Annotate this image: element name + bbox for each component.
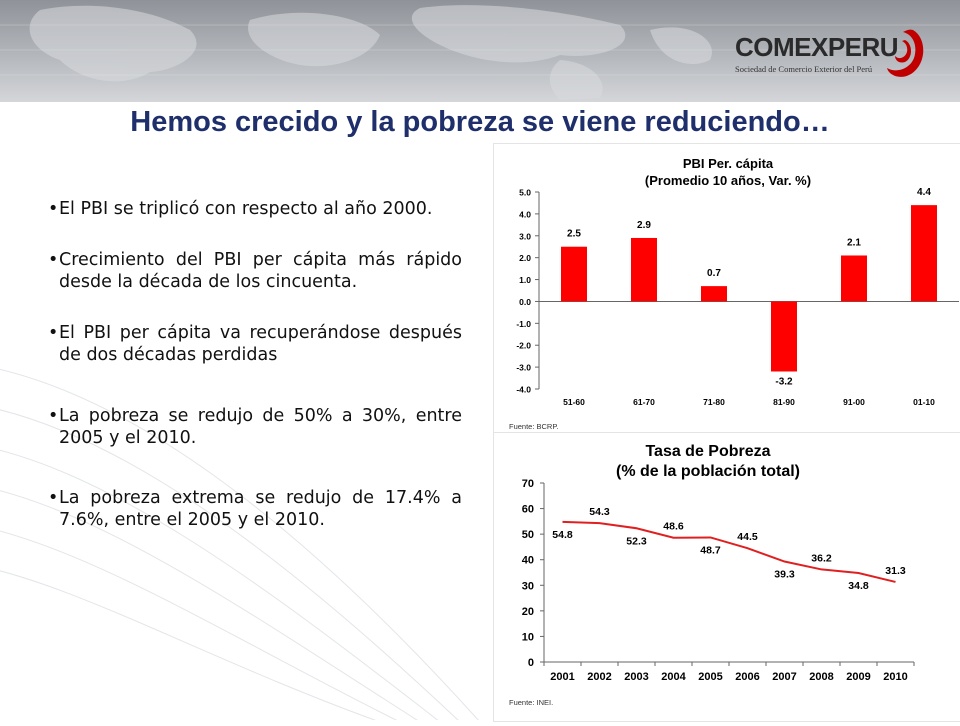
chart2-data-label: 48.6 xyxy=(663,521,684,533)
chart2-subtitle: (% de la población total) xyxy=(616,463,800,480)
chart2-series-line xyxy=(563,522,896,582)
chart2-x-label: 2003 xyxy=(624,671,648,683)
chart2-y-tick-label: 20 xyxy=(522,606,534,618)
chart2-data-label: 39.3 xyxy=(774,569,795,581)
chart2-data-label: 48.7 xyxy=(700,544,721,556)
poverty-rate-chart-panel: Tasa de Pobreza (% de la población total… xyxy=(493,432,960,722)
chart1-y-tick-label: -3.0 xyxy=(516,363,531,373)
chart2-x-label: 2008 xyxy=(809,671,833,683)
bullet-text: La pobreza extrema se redujo de 17.4% a … xyxy=(59,488,462,530)
bullet-text: La pobreza se redujo de 50% a 30%, entre… xyxy=(59,406,462,448)
chart1-title: PBI Per. cápita xyxy=(683,156,774,171)
header-banner: COMEXPERU Sociedad de Comercio Exterior … xyxy=(0,0,960,102)
chart1-x-label: 91-00 xyxy=(843,397,865,407)
chart2-y-tick-label: 50 xyxy=(522,529,534,541)
chart1-bar xyxy=(841,255,867,301)
chart1-x-label: 81-90 xyxy=(773,397,795,407)
chart1-x-label: 61-70 xyxy=(633,397,655,407)
bullet-item: •El PBI per cápita va recuperándose desp… xyxy=(48,322,462,366)
chart1-data-label: 2.5 xyxy=(567,229,581,240)
chart1-bar xyxy=(631,238,657,301)
chart1-bar xyxy=(911,205,937,301)
logo-subtitle: Sociedad de Comercio Exterior del Perú xyxy=(735,64,872,74)
bullet-item: •La pobreza se redujo de 50% a 30%, entr… xyxy=(48,405,462,449)
chart1-x-label: 51-60 xyxy=(563,397,585,407)
chart1-data-label: 0.7 xyxy=(707,268,721,279)
chart1-data-label: 4.4 xyxy=(917,187,931,198)
chart2-x-label: 2002 xyxy=(587,671,611,683)
chart2-data-label: 52.3 xyxy=(626,535,647,547)
chart1-bar xyxy=(771,301,797,371)
chart1-y-tick-label: -2.0 xyxy=(516,341,531,351)
page-title: Hemos crecido y la pobreza se viene redu… xyxy=(0,106,960,139)
bullet-item: •El PBI se triplicó con respecto al año … xyxy=(48,198,462,220)
logo-name: COMEXPERU xyxy=(735,32,898,63)
chart2-x-label: 2007 xyxy=(772,671,796,683)
chart2-y-tick-label: 10 xyxy=(522,631,534,643)
chart2-data-label: 54.8 xyxy=(552,529,573,541)
chart2-data-label: 44.5 xyxy=(737,531,758,543)
chart1-y-tick-label: 1.0 xyxy=(519,275,531,285)
chart2-x-label: 2004 xyxy=(661,671,686,683)
bullet-dot-icon: • xyxy=(48,198,58,220)
chart1-data-label: -3.2 xyxy=(775,376,793,387)
chart1-y-tick-label: 4.0 xyxy=(519,209,531,219)
bullet-text: Crecimiento del PBI per cápita más rápid… xyxy=(59,250,462,292)
chart2-x-label: 2010 xyxy=(883,671,907,683)
chart1-data-label: 2.9 xyxy=(637,220,651,231)
bullet-text: El PBI se triplicó con respecto al año 2… xyxy=(59,199,433,219)
chart2-x-label: 2001 xyxy=(550,671,574,683)
bullet-item: •Crecimiento del PBI per cápita más rápi… xyxy=(48,249,462,293)
chart2-y-tick-label: 70 xyxy=(522,478,534,490)
chart2-y-tick-label: 0 xyxy=(528,657,534,669)
chart2-data-label: 31.3 xyxy=(885,565,906,577)
bullet-text: El PBI per cápita va recuperándose despu… xyxy=(59,323,462,365)
bullet-item: •La pobreza extrema se redujo de 17.4% a… xyxy=(48,487,462,531)
chart2-source: Fuente: INEI. xyxy=(509,698,553,707)
chart2-x-label: 2009 xyxy=(846,671,870,683)
bullet-dot-icon: • xyxy=(48,405,58,427)
gdp-per-capita-chart-panel: PBI Per. cápita (Promedio 10 años, Var. … xyxy=(493,143,960,433)
chart2-y-tick-label: 60 xyxy=(522,504,534,516)
comexperu-logo[interactable]: COMEXPERU Sociedad de Comercio Exterior … xyxy=(725,22,925,84)
chart2-data-label: 54.3 xyxy=(589,506,610,518)
chart2-x-label: 2005 xyxy=(698,671,722,683)
chart2-data-label: 34.8 xyxy=(848,580,869,592)
chart1-bar xyxy=(701,286,727,301)
chart1-x-label: 71-80 xyxy=(703,397,725,407)
bullet-dot-icon: • xyxy=(48,249,58,271)
chart2-y-tick-label: 40 xyxy=(522,555,534,567)
poverty-rate-line-chart: Tasa de Pobreza (% de la población total… xyxy=(494,433,960,721)
chart1-x-label: 01-10 xyxy=(913,397,935,407)
gdp-per-capita-bar-chart: PBI Per. cápita (Promedio 10 años, Var. … xyxy=(494,144,960,432)
chart2-x-label: 2006 xyxy=(735,671,759,683)
chart1-y-tick-label: -1.0 xyxy=(516,319,531,329)
chart2-y-tick-label: 30 xyxy=(522,580,534,592)
bullet-list: •El PBI se triplicó con respecto al año … xyxy=(48,198,462,531)
chart1-bar xyxy=(561,247,587,302)
chart1-subtitle: (Promedio 10 años, Var. %) xyxy=(645,173,811,188)
logo-swirl-icon xyxy=(883,26,925,80)
chart1-source: Fuente: BCRP. xyxy=(509,422,558,431)
bullet-dot-icon: • xyxy=(48,487,58,509)
chart1-y-tick-label: 2.0 xyxy=(519,253,531,263)
chart2-data-label: 36.2 xyxy=(811,552,832,564)
bullet-dot-icon: • xyxy=(48,322,58,344)
chart2-title: Tasa de Pobreza xyxy=(645,443,770,460)
chart1-data-label: 2.1 xyxy=(847,237,861,248)
chart1-y-tick-label: 5.0 xyxy=(519,188,531,198)
chart1-y-tick-label: -4.0 xyxy=(516,385,531,395)
chart1-y-tick-label: 3.0 xyxy=(519,231,531,241)
chart1-y-tick-label: 0.0 xyxy=(519,297,531,307)
